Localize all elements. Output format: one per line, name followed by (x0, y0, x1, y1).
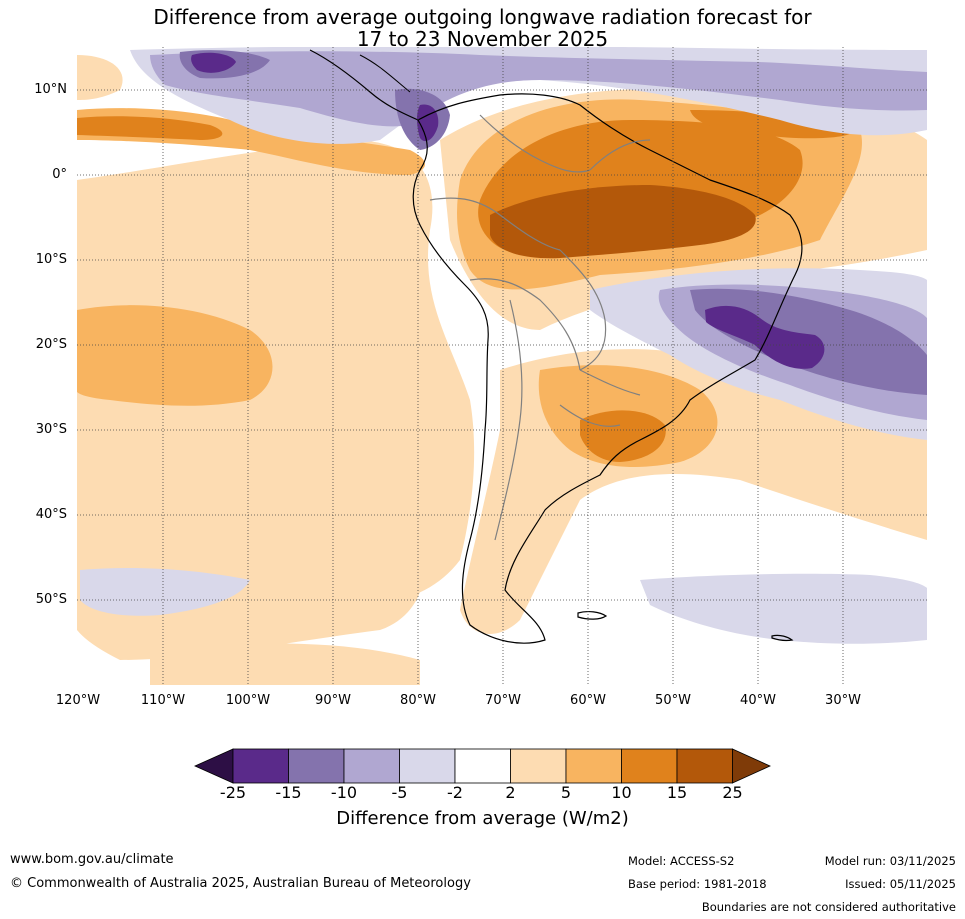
coastline-caribbean (359, 54, 411, 93)
lon-label-70w: 70°W (485, 693, 521, 708)
lon-label-60w: 60°W (570, 693, 606, 708)
colorbar-bin-2 (288, 748, 345, 784)
lon-label-90w: 90°W (315, 693, 351, 708)
colorbar-bin-8 (621, 748, 678, 784)
graticule (77, 47, 927, 685)
lat-label-30s: 30°S (35, 422, 67, 437)
region-neg-lightest-southpacific (80, 568, 250, 616)
colorbar-bin-1 (232, 748, 289, 784)
coastline-south-georgia (771, 634, 794, 641)
anomaly-field (77, 47, 927, 685)
region-pos-dark-southbrazil (580, 410, 666, 462)
lon-label-50w: 50°W (655, 693, 691, 708)
colorbar-label-2: 2 (505, 783, 516, 802)
lat-label-0: 0° (52, 167, 67, 182)
colorbar-label-minus2: -2 (447, 783, 463, 802)
colorbar-label-minus15: -15 (275, 783, 302, 802)
region-neg-dark-southatlantic (705, 305, 825, 369)
coastline-south-america (412, 93, 803, 644)
chart-title-line1: Difference from average outgoing longwav… (153, 5, 812, 29)
region-pos-darkest-amazon (490, 185, 756, 259)
footer-base-period: Base period: 1981-2018 (628, 877, 767, 891)
colorbar-bin-6 (510, 748, 567, 784)
footer-issued: Issued: 05/11/2025 (845, 877, 956, 891)
lat-label-10s: 10°S (35, 252, 67, 267)
region-neg-dark-caribbean (417, 104, 439, 142)
colorbar-title: Difference from average (W/m2) (336, 808, 629, 829)
footer-disclaimer: Boundaries are not considered authoritat… (701, 900, 956, 914)
region-pos-dark-equatorial (77, 116, 223, 140)
region-pos-light-nw-strip (77, 55, 123, 100)
region-neg-light-north (150, 51, 927, 127)
colorbar-label-25: 25 (722, 783, 743, 802)
region-pos-dark-northeast-strip (690, 110, 855, 139)
region-pos-light-far-south (150, 643, 420, 685)
colorbar-label-15: 15 (666, 783, 688, 802)
footer-copyright: © Commonwealth of Australia 2025, Austra… (10, 876, 471, 891)
colorbar-label-5: 5 (560, 783, 572, 802)
lon-label-80w: 80°W (400, 693, 436, 708)
colorbar (194, 748, 771, 784)
colorbar-bin-5 (454, 748, 511, 784)
colorbar-bin-7 (565, 748, 622, 784)
region-pos-mid-pacific (77, 305, 273, 406)
region-neg-lightest-southeast (640, 573, 927, 644)
colorbar-max-extension (732, 748, 771, 784)
colorbar-label-minus10: -10 (330, 783, 358, 802)
footer-model-run: Model run: 03/11/2025 (824, 854, 956, 868)
lon-label-40w: 40°W (740, 693, 776, 708)
lon-label-110w: 110°W (140, 693, 186, 708)
lon-label-120w: 120°W (55, 693, 101, 708)
lat-label-10n: 10°N (34, 82, 67, 97)
colorbar-label-minus25: -25 (219, 783, 247, 802)
lon-label-100w: 100°W (225, 693, 271, 708)
country-boundaries (429, 114, 651, 541)
colorbar-label-10: 10 (611, 783, 632, 802)
lat-label-50s: 50°S (35, 592, 67, 607)
colorbar-min-extension (194, 748, 234, 784)
footer-website: www.bom.gov.au/climate (10, 852, 174, 867)
colorbar-bin-4 (399, 748, 456, 784)
region-neg-dark-north (191, 52, 236, 73)
lat-label-40s: 40°S (35, 507, 67, 522)
footer-model: Model: ACCESS-S2 (628, 854, 735, 868)
colorbar-bin-3 (343, 748, 400, 784)
chart-title-line2: 17 to 23 November 2025 (356, 27, 609, 51)
coastline-central-america (309, 49, 419, 121)
colorbar-bin-9 (676, 748, 733, 784)
colorbar-label-minus5: -5 (391, 783, 408, 802)
lat-label-20s: 20°S (35, 337, 67, 352)
lon-label-30w: 30°W (825, 693, 861, 708)
